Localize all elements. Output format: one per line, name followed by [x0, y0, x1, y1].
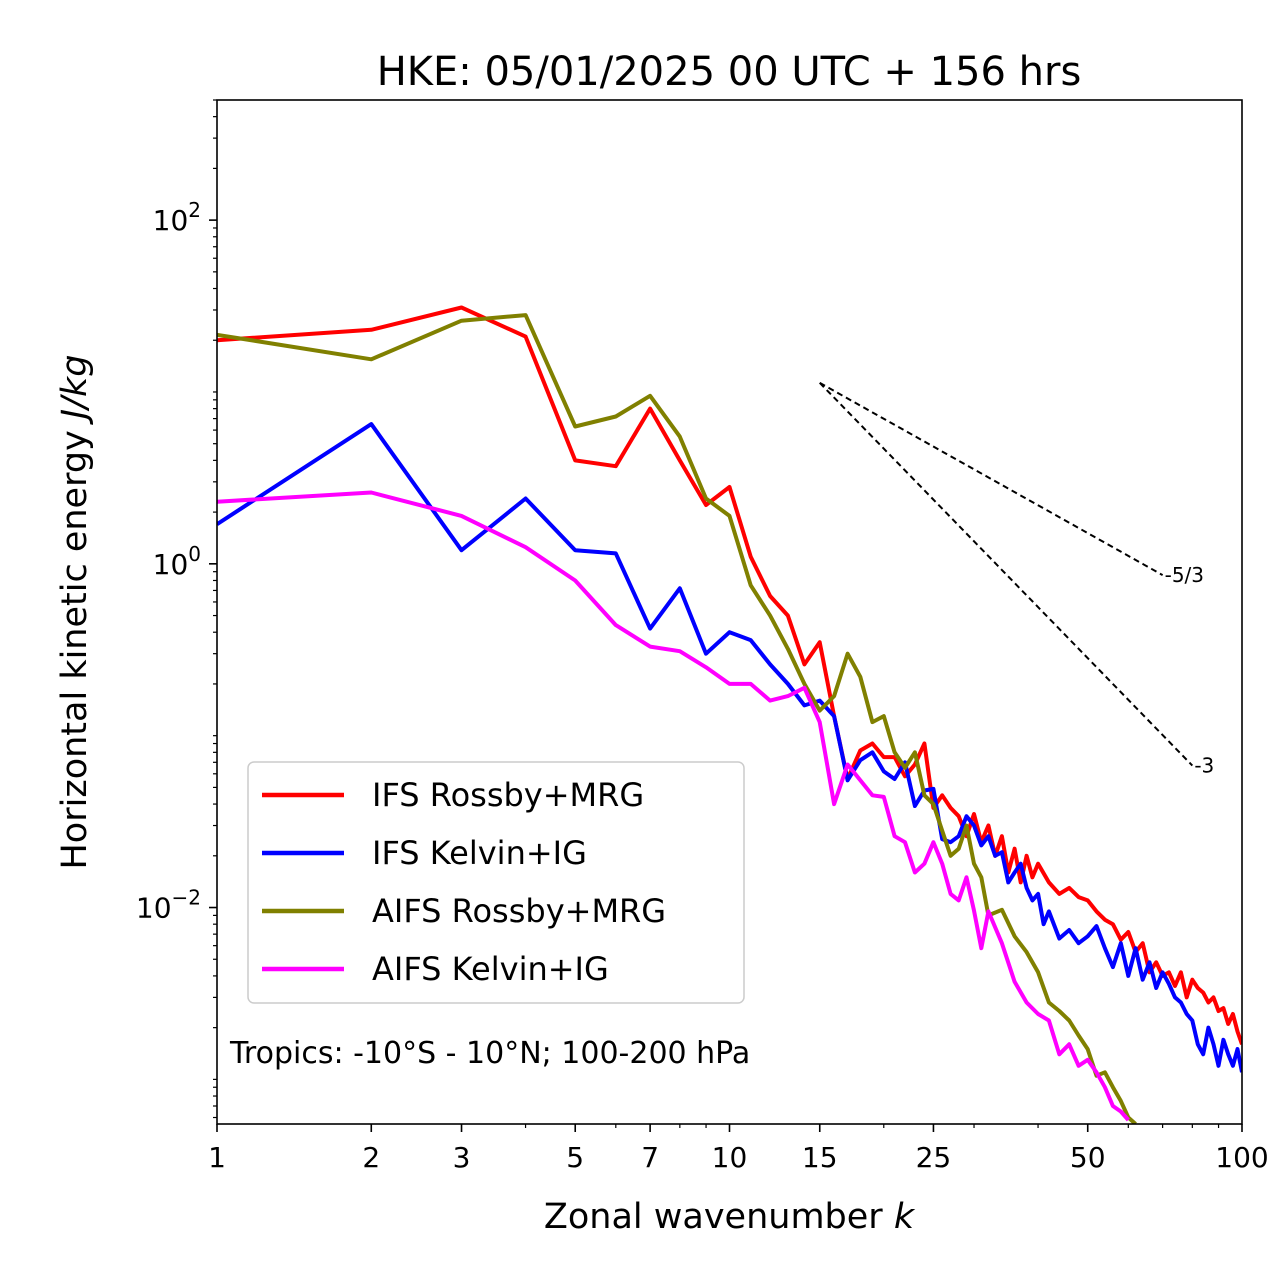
- series-line-aifs-kelvin-ig: [217, 490, 1130, 1122]
- x-tick-label: 7: [641, 1141, 659, 1174]
- x-axis-label-text: Zonal wavenumber: [544, 1197, 894, 1237]
- y-axis-label-text: Horizontal kinetic energy: [55, 419, 95, 869]
- x-axis-ticks: 1 2 3 5 7 10 15 25 50 100: [208, 1124, 1269, 1174]
- chart-title: HKE: 05/01/2025 00 UTC + 156 hrs: [377, 49, 1082, 95]
- x-tick-label: 1: [208, 1141, 226, 1174]
- series-layer: [217, 305, 1242, 1124]
- x-tick-label: 2: [362, 1141, 380, 1174]
- reference-line-3: [819, 382, 1194, 767]
- y-axis-label: Horizontal kinetic energy J/kg: [55, 354, 95, 869]
- y-axis-ticks: 10−2 100 102: [136, 99, 217, 1119]
- y-tick-label: 100: [153, 542, 201, 581]
- x-tick-label: 25: [916, 1141, 952, 1174]
- legend-label-aifs-kelvin-ig: AIFS Kelvin+IG: [372, 950, 609, 988]
- x-tick-label: 50: [1070, 1141, 1106, 1174]
- y-tick-label: 10−2: [136, 886, 201, 925]
- y-axis-label-unit: J/kg: [55, 354, 95, 425]
- x-tick-label: 10: [712, 1141, 748, 1174]
- reference-lines: [819, 381, 1194, 767]
- y-tick-label: 102: [153, 198, 201, 237]
- reference-line-label: -5/3: [1165, 563, 1204, 587]
- series-line-aifs-rossby-mrg: [217, 313, 1137, 1124]
- x-axis-label-var: k: [894, 1197, 916, 1237]
- x-tick-label: 5: [566, 1141, 584, 1174]
- legend-box: [247, 761, 745, 1004]
- reference-line-5-3: [819, 381, 1164, 576]
- legend-label-aifs-rossby-mrg: AIFS Rossby+MRG: [372, 892, 666, 930]
- legend-label-ifs-kelvin-ig: IFS Kelvin+IG: [372, 834, 587, 872]
- x-axis-label: Zonal wavenumber k: [544, 1197, 916, 1237]
- legend: IFS Rossby+MRG IFS Kelvin+IG AIFS Rossby+M…: [247, 761, 745, 1004]
- reference-line-label: -3: [1194, 754, 1214, 778]
- series-line-ifs-kelvin-ig: [217, 422, 1242, 1073]
- series-line-ifs-rossby-mrg: [217, 305, 1242, 1045]
- x-tick-label: 3: [453, 1141, 471, 1174]
- x-tick-label: 100: [1215, 1141, 1268, 1174]
- x-tick-label: 15: [802, 1141, 838, 1174]
- region-annotation: Tropics: -10°S - 10°N; 100-200 hPa: [229, 1036, 750, 1071]
- legend-label-ifs-rossby-mrg: IFS Rossby+MRG: [372, 776, 644, 814]
